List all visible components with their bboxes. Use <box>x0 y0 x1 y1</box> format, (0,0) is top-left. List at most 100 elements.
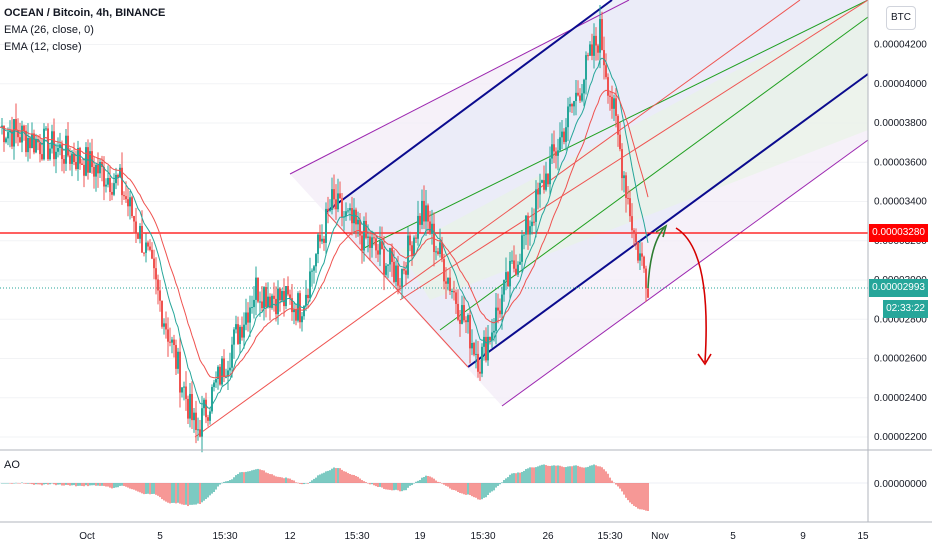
pitchfork-outer-lower <box>501 139 869 407</box>
ao-bar <box>335 468 337 483</box>
ao-bar <box>7 483 9 484</box>
ao-bar <box>521 471 523 483</box>
candle-body <box>503 279 505 295</box>
ao-bar <box>641 483 643 510</box>
ao-bar <box>75 483 77 487</box>
ao-bar <box>399 483 401 492</box>
y-tick-label: 0.00003800 <box>874 118 927 129</box>
candle-body <box>147 242 149 247</box>
time-axis[interactable]: Oct 5 15:30 12 15:30 19 15:30 26 15:30 Nov 5 9 15 <box>79 531 869 542</box>
ao-bar <box>337 468 339 483</box>
candle-body <box>45 128 47 130</box>
ao-bar <box>321 473 323 483</box>
ao-bar <box>77 483 79 486</box>
candle-body <box>467 315 469 323</box>
candle-body <box>259 301 261 303</box>
ao-bar <box>523 470 525 483</box>
candle-body <box>643 256 645 269</box>
ao-bar <box>517 472 519 483</box>
ao-bar <box>9 483 11 484</box>
forecast-arrow-down <box>675 227 707 363</box>
ao-bar <box>637 483 639 509</box>
candle-body <box>331 189 333 211</box>
candle-body <box>405 270 407 275</box>
candle-body <box>253 299 255 308</box>
candle-body <box>477 353 479 372</box>
candle-body <box>347 210 349 212</box>
candle-body <box>333 189 335 200</box>
ao-bar <box>477 483 479 500</box>
candle-body <box>325 208 327 243</box>
ao-bar <box>347 473 349 483</box>
candle-body <box>25 130 27 153</box>
candle-body <box>609 95 611 97</box>
ao-bar <box>373 483 375 486</box>
ao-bar <box>577 465 579 483</box>
ao-bar <box>137 483 139 492</box>
ao-bar <box>203 483 205 501</box>
ao-bar <box>213 483 215 493</box>
candle-body <box>517 264 519 275</box>
candle-body <box>339 193 341 199</box>
candle-body <box>321 238 323 242</box>
pitchfork-mid-lower <box>467 73 869 368</box>
candle-body <box>359 219 361 236</box>
candle-body <box>275 298 277 315</box>
ao-bar <box>497 483 499 486</box>
candle-body <box>429 221 431 234</box>
candle-body <box>515 268 517 275</box>
forecast-arrow-up <box>647 227 665 289</box>
candle-body <box>3 125 5 143</box>
ao-bar <box>501 482 503 483</box>
ao-bar <box>299 483 301 484</box>
candle-body <box>511 260 513 262</box>
ao-bar <box>121 483 123 486</box>
ao-bar <box>437 481 439 483</box>
ao-bar <box>27 483 29 484</box>
candle-body <box>565 127 567 142</box>
ao-bar <box>117 483 119 488</box>
ao-bar <box>385 483 387 490</box>
ao-bar <box>169 483 171 504</box>
ao-bar <box>469 483 471 496</box>
ao-bar <box>409 483 411 486</box>
candle-body <box>319 234 321 242</box>
candle-body <box>207 417 209 421</box>
ao-bar <box>59 483 61 485</box>
candle-body <box>561 131 563 138</box>
candle-body <box>599 19 601 53</box>
ao-bar <box>481 483 483 500</box>
ao-bar <box>187 483 189 507</box>
ao-bar <box>13 483 15 484</box>
ao-bar <box>389 483 391 490</box>
ao-bar <box>493 483 495 491</box>
ao-bar <box>625 483 627 498</box>
ao-bar <box>259 469 261 483</box>
candle-body <box>169 341 171 343</box>
candle-body <box>637 242 639 261</box>
ao-bar <box>99 483 101 486</box>
ao-bar <box>181 483 183 505</box>
ao-bar <box>511 473 513 483</box>
candle-body <box>209 411 211 421</box>
ao-bar <box>375 483 377 487</box>
candle-body <box>437 251 439 254</box>
candle-body <box>625 175 627 198</box>
candle-body <box>567 106 569 128</box>
currency-button[interactable]: BTC <box>886 6 916 30</box>
candle-body <box>487 336 489 361</box>
ao-bar <box>563 467 565 483</box>
candle-body <box>463 305 465 321</box>
ao-bar <box>423 477 425 483</box>
candle-body <box>457 303 459 320</box>
ao-bar <box>369 483 371 485</box>
ao-bar <box>217 483 219 487</box>
ao-bar <box>319 474 321 483</box>
ao-bar <box>271 474 273 483</box>
candle-body <box>555 151 557 156</box>
ao-bar <box>327 470 329 483</box>
candle-body <box>459 319 461 324</box>
candle-body <box>133 216 135 222</box>
candle-body <box>595 35 597 46</box>
